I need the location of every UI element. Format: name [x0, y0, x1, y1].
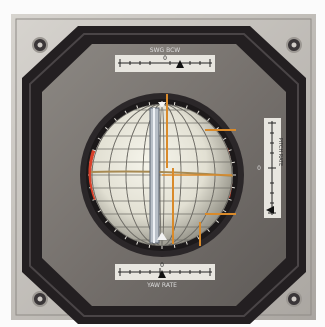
right-scale-label: PITCH RATE	[277, 138, 283, 167]
screw-icon	[32, 37, 48, 53]
screw-icon	[286, 291, 302, 307]
bottom-scale-center: 0	[160, 262, 164, 269]
top-scale-label: SWG BCW	[150, 47, 180, 54]
top-scale-pointer	[176, 60, 184, 68]
bottom-rate-scale: 0 YAW RATE	[115, 262, 215, 289]
right-scale-center: 0	[257, 165, 261, 172]
top-scale-center: 0	[163, 55, 167, 62]
screw-icon	[286, 37, 302, 53]
right-rate-scale: 0 PITCH RATE	[257, 118, 283, 218]
orange-error-needles	[166, 94, 236, 246]
right-scale-pointer	[266, 206, 274, 214]
bottom-scale-label: YAW RATE	[146, 282, 177, 289]
bottom-scale-pointer	[158, 270, 166, 278]
screw-icon	[32, 291, 48, 307]
top-rate-scale: 0 SWG BCW	[115, 47, 215, 72]
ball-index-marker	[157, 232, 167, 240]
